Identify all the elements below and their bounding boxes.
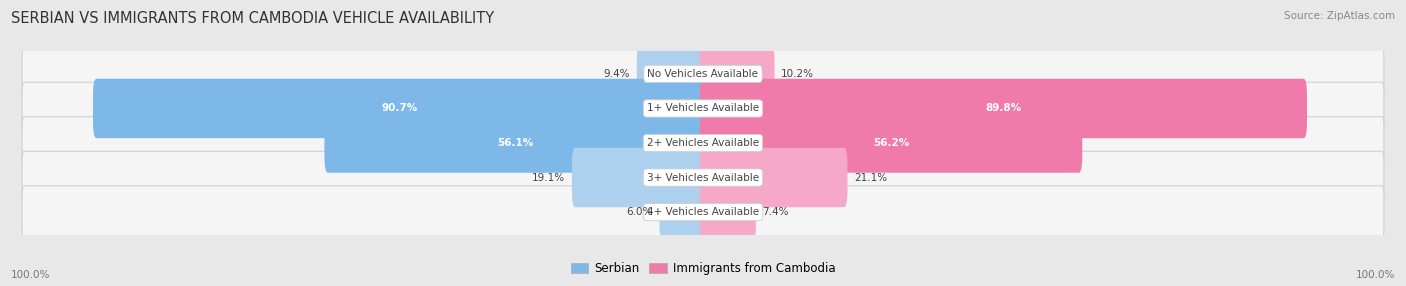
Text: 56.2%: 56.2% — [873, 138, 910, 148]
FancyBboxPatch shape — [22, 117, 1384, 169]
FancyBboxPatch shape — [572, 148, 706, 207]
Text: SERBIAN VS IMMIGRANTS FROM CAMBODIA VEHICLE AVAILABILITY: SERBIAN VS IMMIGRANTS FROM CAMBODIA VEHI… — [11, 11, 495, 26]
FancyBboxPatch shape — [93, 79, 706, 138]
Text: 89.8%: 89.8% — [986, 104, 1021, 114]
FancyBboxPatch shape — [700, 113, 1083, 173]
Text: 3+ Vehicles Available: 3+ Vehicles Available — [647, 172, 759, 182]
Text: 1+ Vehicles Available: 1+ Vehicles Available — [647, 104, 759, 114]
Legend: Serbian, Immigrants from Cambodia: Serbian, Immigrants from Cambodia — [567, 257, 839, 280]
FancyBboxPatch shape — [700, 79, 1308, 138]
Text: Source: ZipAtlas.com: Source: ZipAtlas.com — [1284, 11, 1395, 21]
FancyBboxPatch shape — [700, 148, 848, 207]
Text: 7.4%: 7.4% — [762, 207, 789, 217]
Text: 2+ Vehicles Available: 2+ Vehicles Available — [647, 138, 759, 148]
FancyBboxPatch shape — [22, 48, 1384, 100]
Text: 6.0%: 6.0% — [627, 207, 652, 217]
Text: 21.1%: 21.1% — [855, 172, 887, 182]
Text: 10.2%: 10.2% — [782, 69, 814, 79]
Text: 4+ Vehicles Available: 4+ Vehicles Available — [647, 207, 759, 217]
Text: 9.4%: 9.4% — [603, 69, 630, 79]
FancyBboxPatch shape — [700, 182, 756, 242]
FancyBboxPatch shape — [659, 182, 706, 242]
Text: 100.0%: 100.0% — [1355, 270, 1395, 280]
Text: 19.1%: 19.1% — [531, 172, 565, 182]
Text: 100.0%: 100.0% — [11, 270, 51, 280]
FancyBboxPatch shape — [325, 113, 706, 173]
FancyBboxPatch shape — [22, 151, 1384, 204]
FancyBboxPatch shape — [22, 82, 1384, 135]
FancyBboxPatch shape — [22, 186, 1384, 238]
Text: 90.7%: 90.7% — [381, 104, 418, 114]
Text: No Vehicles Available: No Vehicles Available — [648, 69, 758, 79]
FancyBboxPatch shape — [637, 44, 706, 104]
FancyBboxPatch shape — [700, 44, 775, 104]
Text: 56.1%: 56.1% — [498, 138, 533, 148]
